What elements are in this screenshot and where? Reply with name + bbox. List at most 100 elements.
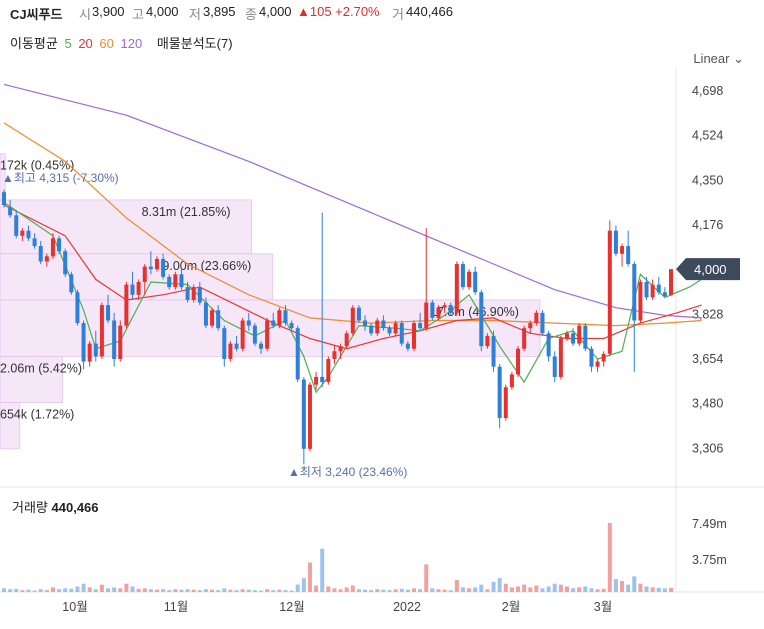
volume-bar bbox=[167, 590, 172, 592]
volume-bar bbox=[81, 583, 86, 592]
volume-bar bbox=[363, 589, 368, 592]
ma20-label[interactable]: 20 bbox=[78, 36, 93, 51]
ma120-label[interactable]: 120 bbox=[120, 36, 143, 51]
candle-body bbox=[485, 335, 490, 347]
volume-bar bbox=[57, 589, 62, 592]
candle-body bbox=[8, 207, 13, 216]
candle-body bbox=[454, 264, 459, 313]
volume-bar bbox=[44, 590, 49, 592]
volume-bar bbox=[295, 584, 300, 592]
volume-bar bbox=[448, 590, 453, 592]
candle-body bbox=[460, 264, 465, 288]
volume-bar bbox=[265, 589, 270, 592]
candle-body bbox=[650, 284, 655, 298]
volume-bar bbox=[638, 583, 643, 592]
volume-bar bbox=[405, 589, 410, 592]
volume-bar bbox=[399, 588, 404, 592]
candle-body bbox=[656, 284, 661, 293]
volume-bar bbox=[656, 587, 661, 592]
volume-bar bbox=[216, 590, 221, 592]
low-label: 저 bbox=[189, 7, 201, 22]
volume-bar bbox=[369, 590, 374, 592]
candle-body bbox=[473, 271, 478, 293]
volume-bar bbox=[271, 590, 276, 592]
volume-bar bbox=[332, 588, 337, 592]
volume-bar bbox=[601, 588, 606, 592]
ma60-label[interactable]: 60 bbox=[99, 36, 114, 51]
ma-legend[interactable]: 이동평균 5 20 60 120 매물분석도(7) bbox=[10, 33, 236, 52]
volume-bar bbox=[564, 586, 569, 592]
volume-bar bbox=[534, 585, 539, 592]
volume-bar bbox=[8, 589, 13, 592]
volume-bar bbox=[479, 584, 484, 592]
volume-bar bbox=[234, 590, 239, 592]
candle-body bbox=[118, 325, 123, 359]
candle-body bbox=[69, 274, 74, 293]
volume-bar bbox=[87, 587, 92, 592]
candle-body bbox=[252, 325, 257, 344]
volume-bar bbox=[577, 587, 582, 592]
candle-body bbox=[222, 328, 227, 359]
ma5-label[interactable]: 5 bbox=[64, 36, 72, 51]
scale-dropdown[interactable]: Linear ⌄ bbox=[693, 51, 744, 67]
volume-bar bbox=[454, 580, 459, 592]
volume-bar bbox=[142, 588, 147, 592]
volume-bar bbox=[20, 590, 25, 592]
candle-body bbox=[2, 192, 6, 206]
volume-bar bbox=[283, 590, 288, 592]
candle-body bbox=[185, 287, 190, 300]
candle-body bbox=[307, 384, 312, 449]
candle-body bbox=[130, 284, 135, 295]
volume-bar bbox=[558, 584, 563, 592]
candle-body bbox=[540, 312, 545, 334]
candle-body bbox=[124, 284, 129, 326]
volume-profile-label: 172k (0.45%) bbox=[0, 159, 74, 173]
volume-bar bbox=[14, 588, 19, 592]
ma120-line bbox=[3, 83, 702, 319]
candle-body bbox=[26, 230, 31, 239]
current-price-label: 4,000 bbox=[694, 262, 727, 277]
volume-bar bbox=[191, 589, 196, 592]
volume-profile-toggle[interactable]: 매물분석도(7) bbox=[156, 36, 233, 51]
current-price-tag bbox=[676, 258, 740, 281]
candle-body bbox=[418, 323, 423, 329]
candle-body bbox=[271, 320, 276, 326]
candle-body bbox=[50, 238, 55, 257]
volume-bar bbox=[63, 588, 68, 592]
candle-body bbox=[240, 320, 245, 349]
volume-bar bbox=[381, 589, 386, 592]
volume-bar bbox=[93, 589, 98, 592]
volume-bar bbox=[136, 588, 141, 592]
candle-body bbox=[369, 325, 374, 334]
volume-bar bbox=[69, 588, 74, 592]
candle-body bbox=[265, 320, 270, 349]
volume-bar bbox=[613, 579, 618, 592]
y-tick-label: 4,350 bbox=[692, 173, 723, 187]
volume-bar bbox=[240, 589, 245, 592]
candle-body bbox=[259, 343, 264, 349]
candle-body bbox=[112, 320, 117, 359]
low-marker: ▲최저 3,240 (23.46%) bbox=[288, 465, 407, 479]
candle-body bbox=[430, 302, 435, 318]
volume-profile-label: 654k (1.72%) bbox=[0, 408, 74, 422]
candle-body bbox=[283, 310, 288, 324]
open-label: 시 bbox=[79, 7, 91, 22]
candle-body bbox=[173, 274, 178, 288]
x-tick-label: 11월 bbox=[164, 600, 188, 614]
candle-body bbox=[216, 310, 221, 329]
candle-body bbox=[589, 348, 594, 367]
volume-bar bbox=[38, 589, 43, 592]
high-label: 고 bbox=[132, 7, 144, 22]
volume-bar bbox=[307, 562, 312, 592]
volume-bar bbox=[411, 588, 416, 592]
candle-body bbox=[289, 323, 294, 329]
volume-bar bbox=[662, 588, 667, 592]
candle-body bbox=[571, 333, 576, 344]
open-value: 3,900 bbox=[92, 4, 125, 19]
candle-body bbox=[491, 335, 496, 367]
candle-body bbox=[356, 307, 361, 321]
volume-bar bbox=[75, 586, 80, 592]
y-tick-label: 3,828 bbox=[692, 307, 723, 321]
change-value: ▲105 +2.70% bbox=[297, 4, 380, 19]
